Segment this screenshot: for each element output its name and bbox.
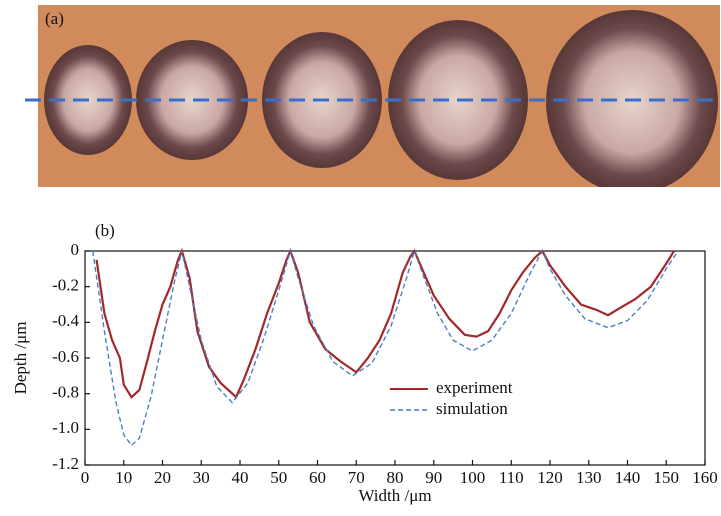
x-axis-label: Width /μm <box>358 486 431 505</box>
panel-label: (b) <box>95 221 115 240</box>
x-tick-label: 90 <box>425 468 442 487</box>
x-tick-label: 40 <box>232 468 249 487</box>
x-tick-label: 140 <box>615 468 641 487</box>
y-axis-label: Depth /μm <box>11 322 30 395</box>
x-tick-label: 80 <box>387 468 404 487</box>
y-tick-label: -1.0 <box>52 418 79 437</box>
x-tick-label: 20 <box>154 468 171 487</box>
x-tick-label: 0 <box>81 468 90 487</box>
plot-frame <box>84 250 706 466</box>
y-tick-label: -0.6 <box>52 347 79 366</box>
x-tick-label: 150 <box>654 468 680 487</box>
y-tick-label: 0 <box>71 240 80 259</box>
legend-label: simulation <box>436 399 508 418</box>
series-line <box>92 248 679 447</box>
y-tick-label: -0.4 <box>52 311 79 330</box>
series-line <box>95 247 675 400</box>
x-tick-label: 130 <box>576 468 602 487</box>
y-tick-label: -0.8 <box>52 383 79 402</box>
x-tick-label: 100 <box>460 468 486 487</box>
x-tick-label: 50 <box>270 468 287 487</box>
x-tick-label: 30 <box>193 468 210 487</box>
photo <box>38 5 720 187</box>
x-tick-label: 60 <box>309 468 326 487</box>
y-tick-label: -1.2 <box>52 454 79 473</box>
legend-label: experiment <box>436 378 513 397</box>
x-tick-label: 160 <box>692 468 718 487</box>
x-tick-label: 120 <box>537 468 563 487</box>
y-tick-label: -0.2 <box>52 276 79 295</box>
x-tick-label: 70 <box>348 468 365 487</box>
photo-label: (a) <box>45 9 64 28</box>
x-tick-label: 10 <box>115 468 132 487</box>
x-tick-label: 110 <box>499 468 524 487</box>
